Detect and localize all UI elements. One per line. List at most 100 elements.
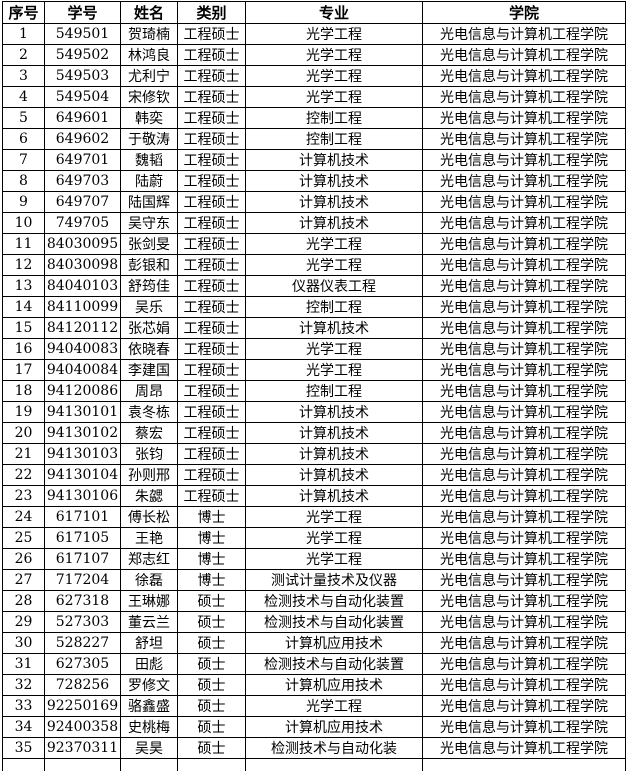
cell-name: 陆蔚 <box>121 171 178 192</box>
cell-index: 21 <box>3 444 45 465</box>
cell-empty <box>3 759 45 771</box>
cell-name: 朱勰 <box>121 486 178 507</box>
cell-college: 光电信息与计算机工程学院 <box>423 234 626 255</box>
cell-student-id: 649601 <box>45 108 121 129</box>
cell-college: 光电信息与计算机工程学院 <box>423 66 626 87</box>
cell-major: 仪器仪表工程 <box>246 276 423 297</box>
cell-major: 计算机技术 <box>246 318 423 339</box>
cell-name: 王艳 <box>121 528 178 549</box>
cell-empty <box>45 759 121 771</box>
cell-name: 韩奕 <box>121 108 178 129</box>
cell-major: 检测技术与自动化装置 <box>246 591 423 612</box>
cell-major: 光学工程 <box>246 66 423 87</box>
cell-student-id: 92400358 <box>45 717 121 738</box>
cell-category: 硕士 <box>178 654 246 675</box>
cell-empty <box>423 759 626 771</box>
cell-category: 工程硕士 <box>178 276 246 297</box>
cell-major: 光学工程 <box>246 507 423 528</box>
cell-major: 计算机应用技术 <box>246 717 423 738</box>
cell-name: 傅长松 <box>121 507 178 528</box>
cell-category: 工程硕士 <box>178 402 246 423</box>
cell-major: 光学工程 <box>246 528 423 549</box>
cell-major: 光学工程 <box>246 255 423 276</box>
cell-category: 工程硕士 <box>178 297 246 318</box>
cell-index: 12 <box>3 255 45 276</box>
table-row-partial <box>3 759 626 771</box>
cell-category: 工程硕士 <box>178 129 246 150</box>
cell-index: 24 <box>3 507 45 528</box>
cell-index: 10 <box>3 213 45 234</box>
cell-index: 2 <box>3 45 45 66</box>
cell-name: 李建国 <box>121 360 178 381</box>
cell-category: 工程硕士 <box>178 444 246 465</box>
cell-college: 光电信息与计算机工程学院 <box>423 318 626 339</box>
cell-category: 硕士 <box>178 717 246 738</box>
cell-category: 博士 <box>178 507 246 528</box>
cell-name: 舒坦 <box>121 633 178 654</box>
cell-name: 董云兰 <box>121 612 178 633</box>
cell-index: 27 <box>3 570 45 591</box>
cell-category: 工程硕士 <box>178 45 246 66</box>
column-header-index: 序号 <box>3 2 45 24</box>
cell-name: 舒筠佳 <box>121 276 178 297</box>
cell-student-id: 549501 <box>45 24 121 45</box>
cell-category: 博士 <box>178 549 246 570</box>
cell-index: 5 <box>3 108 45 129</box>
column-header-category: 类别 <box>178 2 246 24</box>
cell-index: 34 <box>3 717 45 738</box>
cell-college: 光电信息与计算机工程学院 <box>423 45 626 66</box>
cell-major: 光学工程 <box>246 696 423 717</box>
cell-name: 袁冬栋 <box>121 402 178 423</box>
cell-category: 博士 <box>178 528 246 549</box>
cell-major: 光学工程 <box>246 360 423 381</box>
header-row: 序号 学号 姓名 类别 专业 学院 <box>3 2 626 24</box>
cell-name: 张钧 <box>121 444 178 465</box>
cell-college: 光电信息与计算机工程学院 <box>423 402 626 423</box>
cell-name: 蔡宏 <box>121 423 178 444</box>
cell-major: 控制工程 <box>246 108 423 129</box>
cell-college: 光电信息与计算机工程学院 <box>423 192 626 213</box>
cell-college: 光电信息与计算机工程学院 <box>423 738 626 759</box>
cell-index: 32 <box>3 675 45 696</box>
cell-name: 依晓春 <box>121 339 178 360</box>
column-header-student-id: 学号 <box>45 2 121 24</box>
cell-college: 光电信息与计算机工程学院 <box>423 591 626 612</box>
column-header-name: 姓名 <box>121 2 178 24</box>
cell-name: 张芯娟 <box>121 318 178 339</box>
cell-major: 光学工程 <box>246 87 423 108</box>
cell-name: 吴乐 <box>121 297 178 318</box>
cell-student-id: 84110099 <box>45 297 121 318</box>
cell-major: 计算机技术 <box>246 192 423 213</box>
cell-student-id: 549502 <box>45 45 121 66</box>
cell-index: 15 <box>3 318 45 339</box>
cell-college: 光电信息与计算机工程学院 <box>423 129 626 150</box>
cell-category: 工程硕士 <box>178 24 246 45</box>
cell-index: 1 <box>3 24 45 45</box>
cell-category: 工程硕士 <box>178 423 246 444</box>
cell-index: 7 <box>3 150 45 171</box>
cell-category: 工程硕士 <box>178 234 246 255</box>
cell-major: 检测技术与自动化装置 <box>246 612 423 633</box>
cell-college: 光电信息与计算机工程学院 <box>423 276 626 297</box>
cell-index: 35 <box>3 738 45 759</box>
cell-college: 光电信息与计算机工程学院 <box>423 213 626 234</box>
cell-major: 计算机技术 <box>246 171 423 192</box>
cell-student-id: 84040103 <box>45 276 121 297</box>
cell-student-id: 527303 <box>45 612 121 633</box>
